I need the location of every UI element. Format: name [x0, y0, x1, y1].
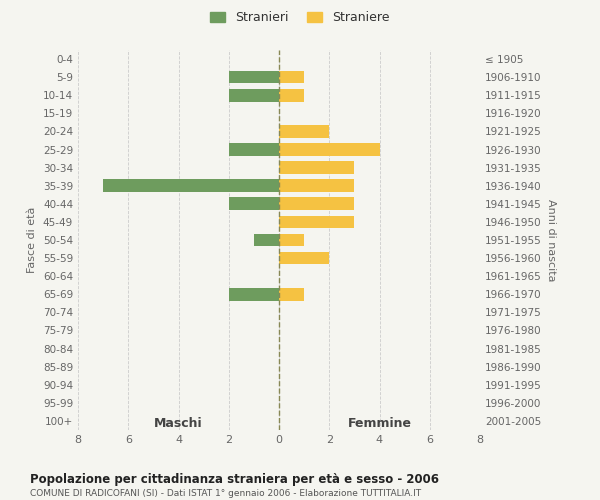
Bar [229, 143, 279, 156]
Text: Femmine: Femmine [347, 417, 412, 430]
Bar [279, 89, 304, 102]
Bar [279, 71, 304, 84]
Bar [254, 234, 279, 246]
Bar [279, 143, 380, 156]
Bar [279, 162, 355, 174]
Bar [279, 180, 355, 192]
Bar [279, 288, 304, 300]
Text: Popolazione per cittadinanza straniera per età e sesso - 2006: Popolazione per cittadinanza straniera p… [30, 472, 439, 486]
Bar [229, 198, 279, 210]
Bar [279, 252, 329, 264]
Bar [229, 71, 279, 84]
Bar [229, 288, 279, 300]
Bar [279, 198, 355, 210]
Text: Maschi: Maschi [154, 417, 203, 430]
Y-axis label: Fasce di età: Fasce di età [28, 207, 37, 273]
Y-axis label: Anni di nascita: Anni di nascita [545, 198, 556, 281]
Bar [279, 234, 304, 246]
Bar [229, 89, 279, 102]
Legend: Stranieri, Straniere: Stranieri, Straniere [205, 6, 395, 29]
Bar [279, 125, 329, 138]
Bar [279, 216, 355, 228]
Bar [103, 180, 279, 192]
Text: COMUNE DI RADICOFANI (SI) - Dati ISTAT 1° gennaio 2006 - Elaborazione TUTTITALIA: COMUNE DI RADICOFANI (SI) - Dati ISTAT 1… [30, 489, 421, 498]
